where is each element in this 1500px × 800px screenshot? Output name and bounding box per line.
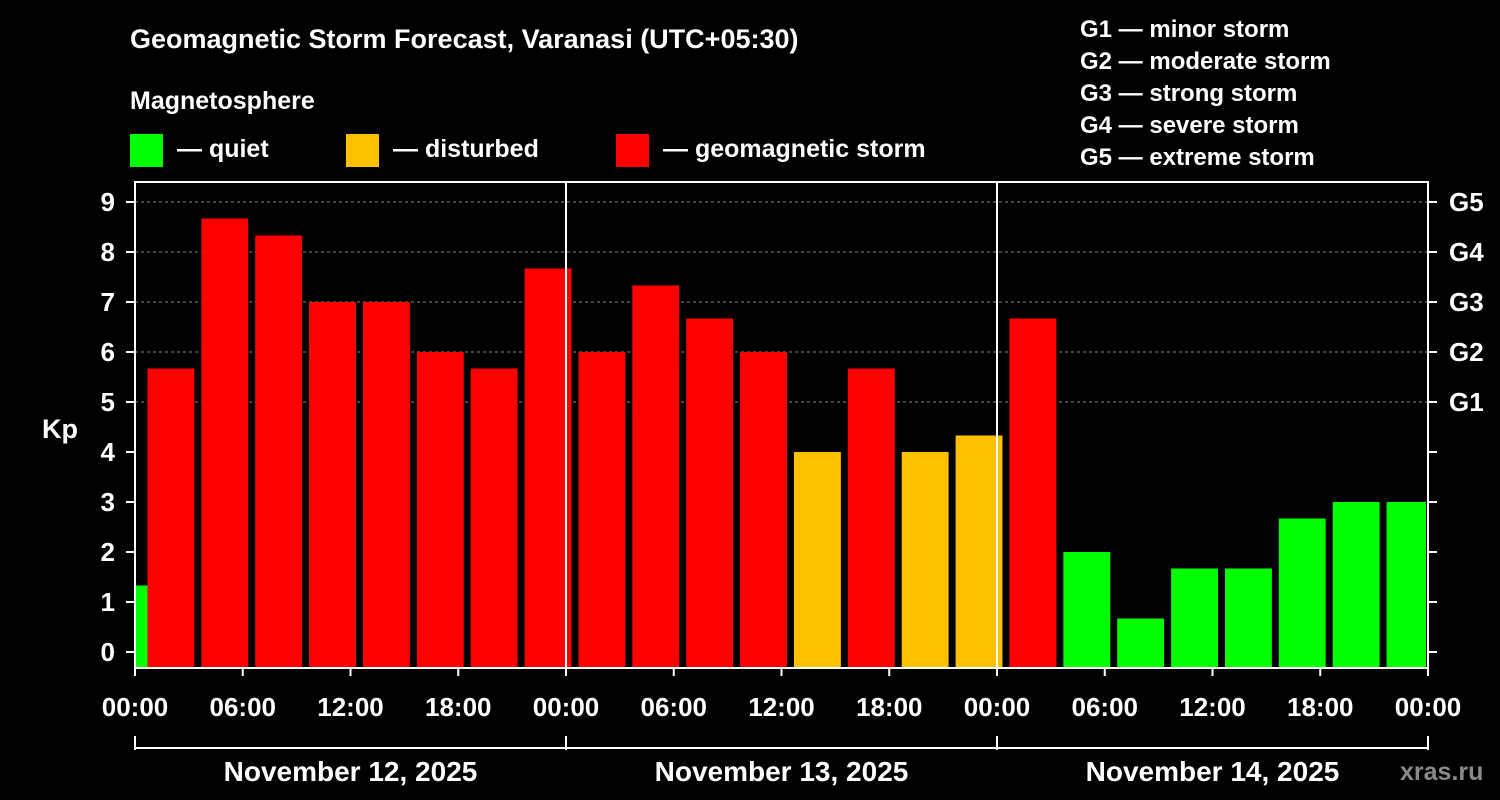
- bar-storm: [632, 285, 680, 668]
- bar-storm: [362, 302, 410, 668]
- x-tick-label: 12:00: [1179, 692, 1246, 722]
- bar-storm: [847, 368, 895, 668]
- bar-storm: [740, 352, 787, 668]
- bar-storm: [309, 302, 356, 668]
- y-tick-label: 4: [101, 437, 116, 467]
- y-tick-label: 2: [101, 537, 115, 567]
- x-axis-ticks: 00:00 06:00 12:00 18:00 00:00 06:00 12:00 18:00…: [102, 668, 1462, 722]
- y-tick-label: 5: [101, 387, 115, 417]
- y-tick-label: 7: [101, 287, 115, 317]
- storm-scale-g4: G4 — severe storm: [1080, 112, 1299, 139]
- legend-swatch-quiet: [130, 134, 163, 167]
- y-tick-label: 8: [101, 237, 115, 267]
- chart-title: Geomagnetic Storm Forecast, Varanasi (UT…: [130, 24, 799, 54]
- bar-storm: [1009, 318, 1057, 668]
- bars: [136, 218, 1426, 668]
- bar-quiet: [1278, 518, 1326, 668]
- y-tick-label: 1: [101, 587, 115, 617]
- x-tick-label: 12:00: [748, 692, 815, 722]
- x-tick-label: 18:00: [1287, 692, 1354, 722]
- legend-swatch-disturbed: [346, 134, 379, 167]
- x-tick-label: 12:00: [317, 692, 384, 722]
- date-label: November 12, 2025: [224, 756, 478, 787]
- bar-storm: [416, 352, 464, 668]
- y-tick-label: 3: [101, 487, 115, 517]
- right-axis-ticks: G1 G2 G3 G4 G5: [1428, 187, 1484, 653]
- x-tick-label: 06:00: [210, 692, 277, 722]
- legend: — quiet — disturbed — geomagnetic storm: [130, 134, 926, 167]
- bar-storm: [686, 318, 734, 668]
- bar-storm: [578, 352, 626, 668]
- x-tick-label: 18:00: [856, 692, 923, 722]
- bar-quiet: [1171, 568, 1218, 668]
- date-label: November 14, 2025: [1086, 756, 1340, 787]
- bar-storm: [524, 268, 572, 668]
- g-level-label: G2: [1449, 337, 1484, 367]
- y-tick-label: 0: [101, 637, 115, 667]
- g-level-label: G3: [1449, 287, 1484, 317]
- date-axis: November 12, 2025 November 13, 2025 Novemb…: [134, 736, 1429, 787]
- legend-heading: Magnetosphere: [130, 87, 315, 115]
- storm-scale-g5: G5 — extreme storm: [1080, 144, 1315, 171]
- x-tick-label: 18:00: [425, 692, 492, 722]
- bar-storm: [147, 368, 195, 668]
- g-level-label: G5: [1449, 187, 1484, 217]
- storm-scale-g2: G2 — moderate storm: [1080, 48, 1331, 75]
- bar-quiet: [1063, 552, 1111, 668]
- bar-disturbed: [955, 435, 1003, 668]
- storm-scale-g1: G1 — minor storm: [1080, 16, 1289, 43]
- bar-quiet: [1224, 568, 1272, 668]
- x-tick-label: 06:00: [641, 692, 708, 722]
- g-level-label: G1: [1449, 387, 1484, 417]
- legend-swatch-storm: [616, 134, 649, 167]
- legend-label-disturbed: — disturbed: [393, 135, 539, 163]
- date-label: November 13, 2025: [655, 756, 909, 787]
- bar-storm: [201, 218, 249, 668]
- bar-disturbed: [901, 452, 949, 668]
- storm-scale-g3: G3 — strong storm: [1080, 80, 1297, 107]
- bar-storm: [255, 235, 303, 668]
- legend-label-quiet: — quiet: [177, 135, 269, 163]
- y-tick-label: 6: [101, 337, 115, 367]
- watermark: xras.ru: [1400, 758, 1483, 786]
- bar-quiet: [1332, 502, 1380, 668]
- x-tick-label: 00:00: [1395, 692, 1462, 722]
- x-tick-label: 06:00: [1072, 692, 1139, 722]
- bar-storm: [470, 368, 518, 668]
- x-tick-label: 00:00: [964, 692, 1031, 722]
- y-axis-ticks: 0 1 2 3 4 5 6 7 8 9: [101, 187, 135, 667]
- x-tick-label: 00:00: [102, 692, 169, 722]
- y-axis-label: Kp: [42, 414, 78, 444]
- y-tick-label: 9: [101, 187, 115, 217]
- bar-disturbed: [793, 452, 841, 668]
- storm-scale-legend: G1 — minor storm G2 — moderate storm G3 …: [1080, 16, 1331, 171]
- g-level-label: G4: [1449, 237, 1484, 267]
- x-tick-label: 00:00: [533, 692, 600, 722]
- bar-quiet: [1117, 618, 1165, 668]
- legend-label-storm: — geomagnetic storm: [663, 135, 926, 163]
- bar-quiet: [1386, 502, 1426, 668]
